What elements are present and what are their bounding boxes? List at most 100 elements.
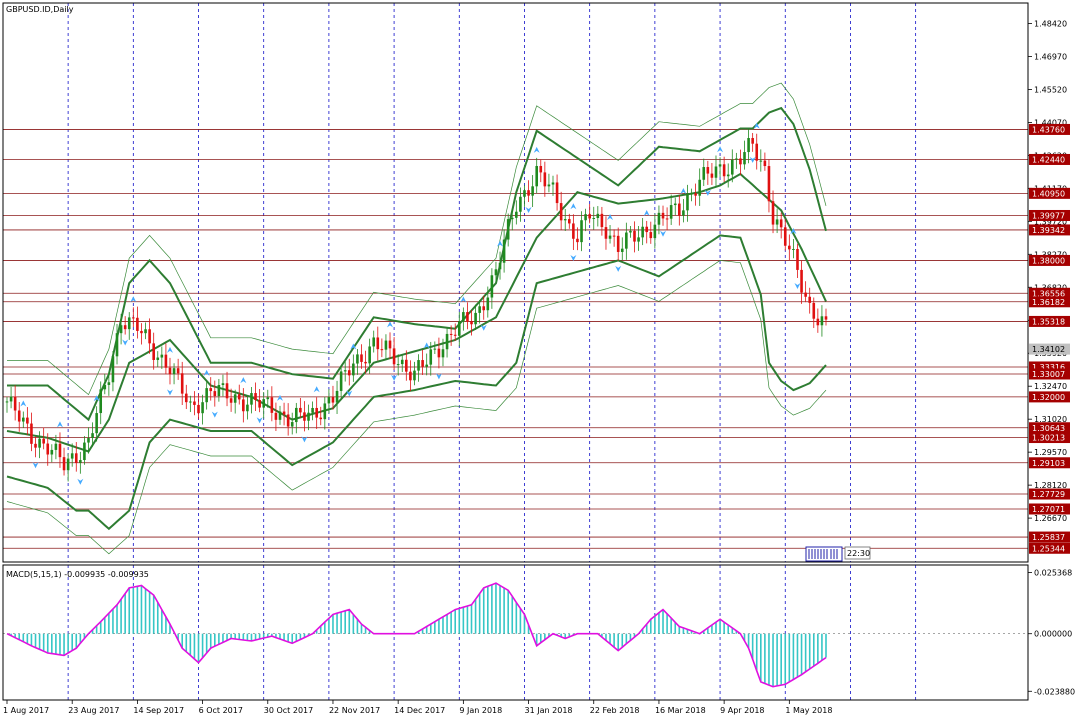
time-tick-label: 22 Nov 2017 [329,706,380,715]
candle-body [498,262,502,270]
price-tick-label: 1.46970 [1034,52,1067,61]
level-tag [1029,488,1070,500]
fractal-up-arrow [790,227,797,234]
candle-body [596,213,600,219]
candle-body [262,399,266,408]
candle-body [274,412,278,420]
candle-body [376,337,380,350]
candle-body [164,354,168,368]
level-tag [1029,457,1070,469]
candle-body [649,232,653,239]
candle-body [686,194,689,211]
fractal-down-arrow [346,390,353,397]
candle-body [331,397,335,403]
candle-body [437,348,441,358]
candle-body [352,363,355,376]
price-tick-label: 1.44070 [1034,118,1067,127]
fractal-down-arrow [660,230,667,237]
candle-body [225,383,229,399]
candle-body [645,226,649,233]
bollinger-upper [7,106,827,422]
candle-body [820,316,824,326]
candle-body [148,329,151,344]
candle-body [457,321,461,336]
candle-body [323,403,327,420]
candle-body [286,414,290,427]
fractal-down-arrow [391,374,398,381]
candle-body [453,334,457,336]
candle-body [87,438,90,443]
fractal-down-arrow [480,324,487,331]
candle-body [706,167,710,174]
level-tag [1029,391,1070,403]
clock-box [844,546,871,560]
candle-body [445,333,449,350]
candle-body [201,402,204,414]
candle-body [315,407,318,418]
price-tick-label: 1.32470 [1034,382,1067,391]
candle-body [755,143,759,161]
candle-body [490,275,494,298]
fractal-down-arrow [570,254,577,261]
candle-body [523,190,526,197]
candle-body [812,302,816,319]
time-tick-label: 1 Aug 2017 [3,706,49,715]
candle-body [694,193,697,196]
fractal-up-arrow [240,377,247,384]
candle-body [474,312,477,325]
candle-body [54,443,58,450]
candle-body [808,296,812,303]
candle-body [735,158,738,160]
candle-body [678,203,681,216]
candle-body [62,457,66,471]
level-tag [1029,503,1070,515]
candle-body [213,391,217,397]
candle-body [21,417,25,422]
candle-body [425,364,428,367]
candle-body [710,173,714,178]
fractal-up-arrow [643,209,650,216]
fractal-up-arrow [570,203,577,210]
candle-body [779,219,783,228]
price-tick-label: 1.39720 [1034,217,1067,226]
candle-body [99,389,103,414]
candle-body [180,373,184,394]
candle-body [592,218,596,220]
candle-body [311,407,314,413]
level-tag [1029,315,1070,327]
candle-body [653,224,657,239]
candle-body [66,458,70,471]
candle-body [319,417,323,420]
level-tag-label: 1.39342 [1032,226,1065,235]
candle-body [70,453,74,459]
macd-tick-label: 0.025368 [1034,569,1072,578]
fractal-down-arrow [704,189,711,196]
price-tick-label: 1.31020 [1034,415,1067,424]
bars-indicator-stripes [808,549,838,559]
candle-body [600,213,604,228]
candle-body [555,182,559,204]
candle-body [409,371,412,381]
macd-tick-label: 0.000000 [1034,630,1072,639]
level-tag [1029,542,1070,554]
candle-body [494,269,498,276]
candle-body [380,349,384,351]
candle-body [739,158,742,165]
bollinger-outer-upper [7,82,827,396]
candle-body [413,370,416,381]
level-tag [1029,531,1070,543]
candle-body [604,227,608,239]
price-tick-label: 1.26670 [1034,514,1067,523]
candle-body [510,217,514,220]
price-tick-label: 1.38270 [1034,250,1067,259]
candle-body [356,354,359,364]
bollinger-bands [6,82,827,555]
candle-body [83,442,86,461]
candle-body [800,269,803,293]
candle-body [462,312,465,322]
candles [5,128,828,482]
candle-body [388,340,392,349]
candle-body [5,401,9,403]
